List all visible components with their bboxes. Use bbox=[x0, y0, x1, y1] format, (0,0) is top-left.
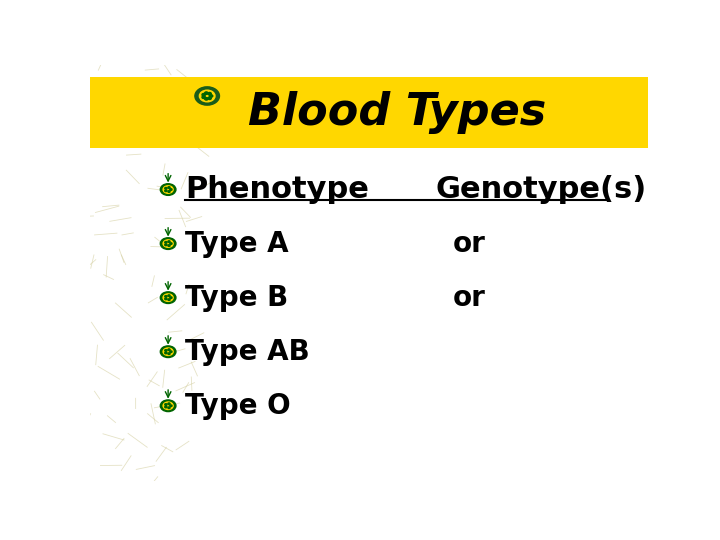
Circle shape bbox=[165, 295, 167, 297]
Circle shape bbox=[168, 353, 170, 355]
Circle shape bbox=[168, 187, 170, 188]
Circle shape bbox=[163, 294, 173, 301]
Circle shape bbox=[161, 184, 176, 195]
Circle shape bbox=[165, 352, 167, 354]
Circle shape bbox=[165, 244, 167, 246]
Circle shape bbox=[161, 346, 176, 357]
Circle shape bbox=[168, 349, 170, 350]
Circle shape bbox=[168, 403, 170, 404]
Circle shape bbox=[163, 402, 173, 409]
Text: Type A: Type A bbox=[185, 230, 289, 258]
Circle shape bbox=[165, 187, 167, 189]
Circle shape bbox=[170, 243, 172, 245]
Circle shape bbox=[165, 404, 167, 406]
Circle shape bbox=[168, 407, 170, 409]
Circle shape bbox=[208, 92, 211, 95]
Circle shape bbox=[170, 188, 172, 191]
Circle shape bbox=[168, 191, 170, 192]
Circle shape bbox=[210, 94, 213, 97]
Circle shape bbox=[163, 348, 173, 355]
Text: or: or bbox=[453, 230, 485, 258]
Circle shape bbox=[208, 97, 211, 99]
Circle shape bbox=[161, 292, 176, 303]
Circle shape bbox=[195, 87, 220, 105]
Circle shape bbox=[204, 92, 208, 94]
Text: Type O: Type O bbox=[185, 392, 290, 420]
Circle shape bbox=[202, 96, 205, 98]
Circle shape bbox=[170, 351, 172, 353]
Text: Genotype(s): Genotype(s) bbox=[436, 175, 647, 204]
Circle shape bbox=[168, 245, 170, 246]
Circle shape bbox=[170, 405, 172, 407]
Circle shape bbox=[202, 93, 205, 96]
Text: Phenotype: Phenotype bbox=[185, 175, 369, 204]
Circle shape bbox=[170, 297, 172, 299]
Text: Type B: Type B bbox=[185, 284, 288, 312]
Circle shape bbox=[165, 241, 167, 243]
Circle shape bbox=[165, 349, 167, 352]
Circle shape bbox=[161, 238, 176, 249]
Circle shape bbox=[163, 186, 173, 193]
Circle shape bbox=[168, 241, 170, 242]
Circle shape bbox=[165, 406, 167, 408]
Text: Blood Types: Blood Types bbox=[248, 91, 546, 134]
Circle shape bbox=[204, 98, 208, 100]
Circle shape bbox=[165, 190, 167, 192]
Circle shape bbox=[199, 90, 215, 102]
Text: or: or bbox=[453, 284, 485, 312]
Circle shape bbox=[163, 240, 173, 247]
FancyBboxPatch shape bbox=[90, 77, 648, 148]
Text: Type AB: Type AB bbox=[185, 338, 310, 366]
Circle shape bbox=[165, 298, 167, 300]
Circle shape bbox=[161, 400, 176, 411]
Circle shape bbox=[168, 295, 170, 296]
Circle shape bbox=[168, 299, 170, 300]
